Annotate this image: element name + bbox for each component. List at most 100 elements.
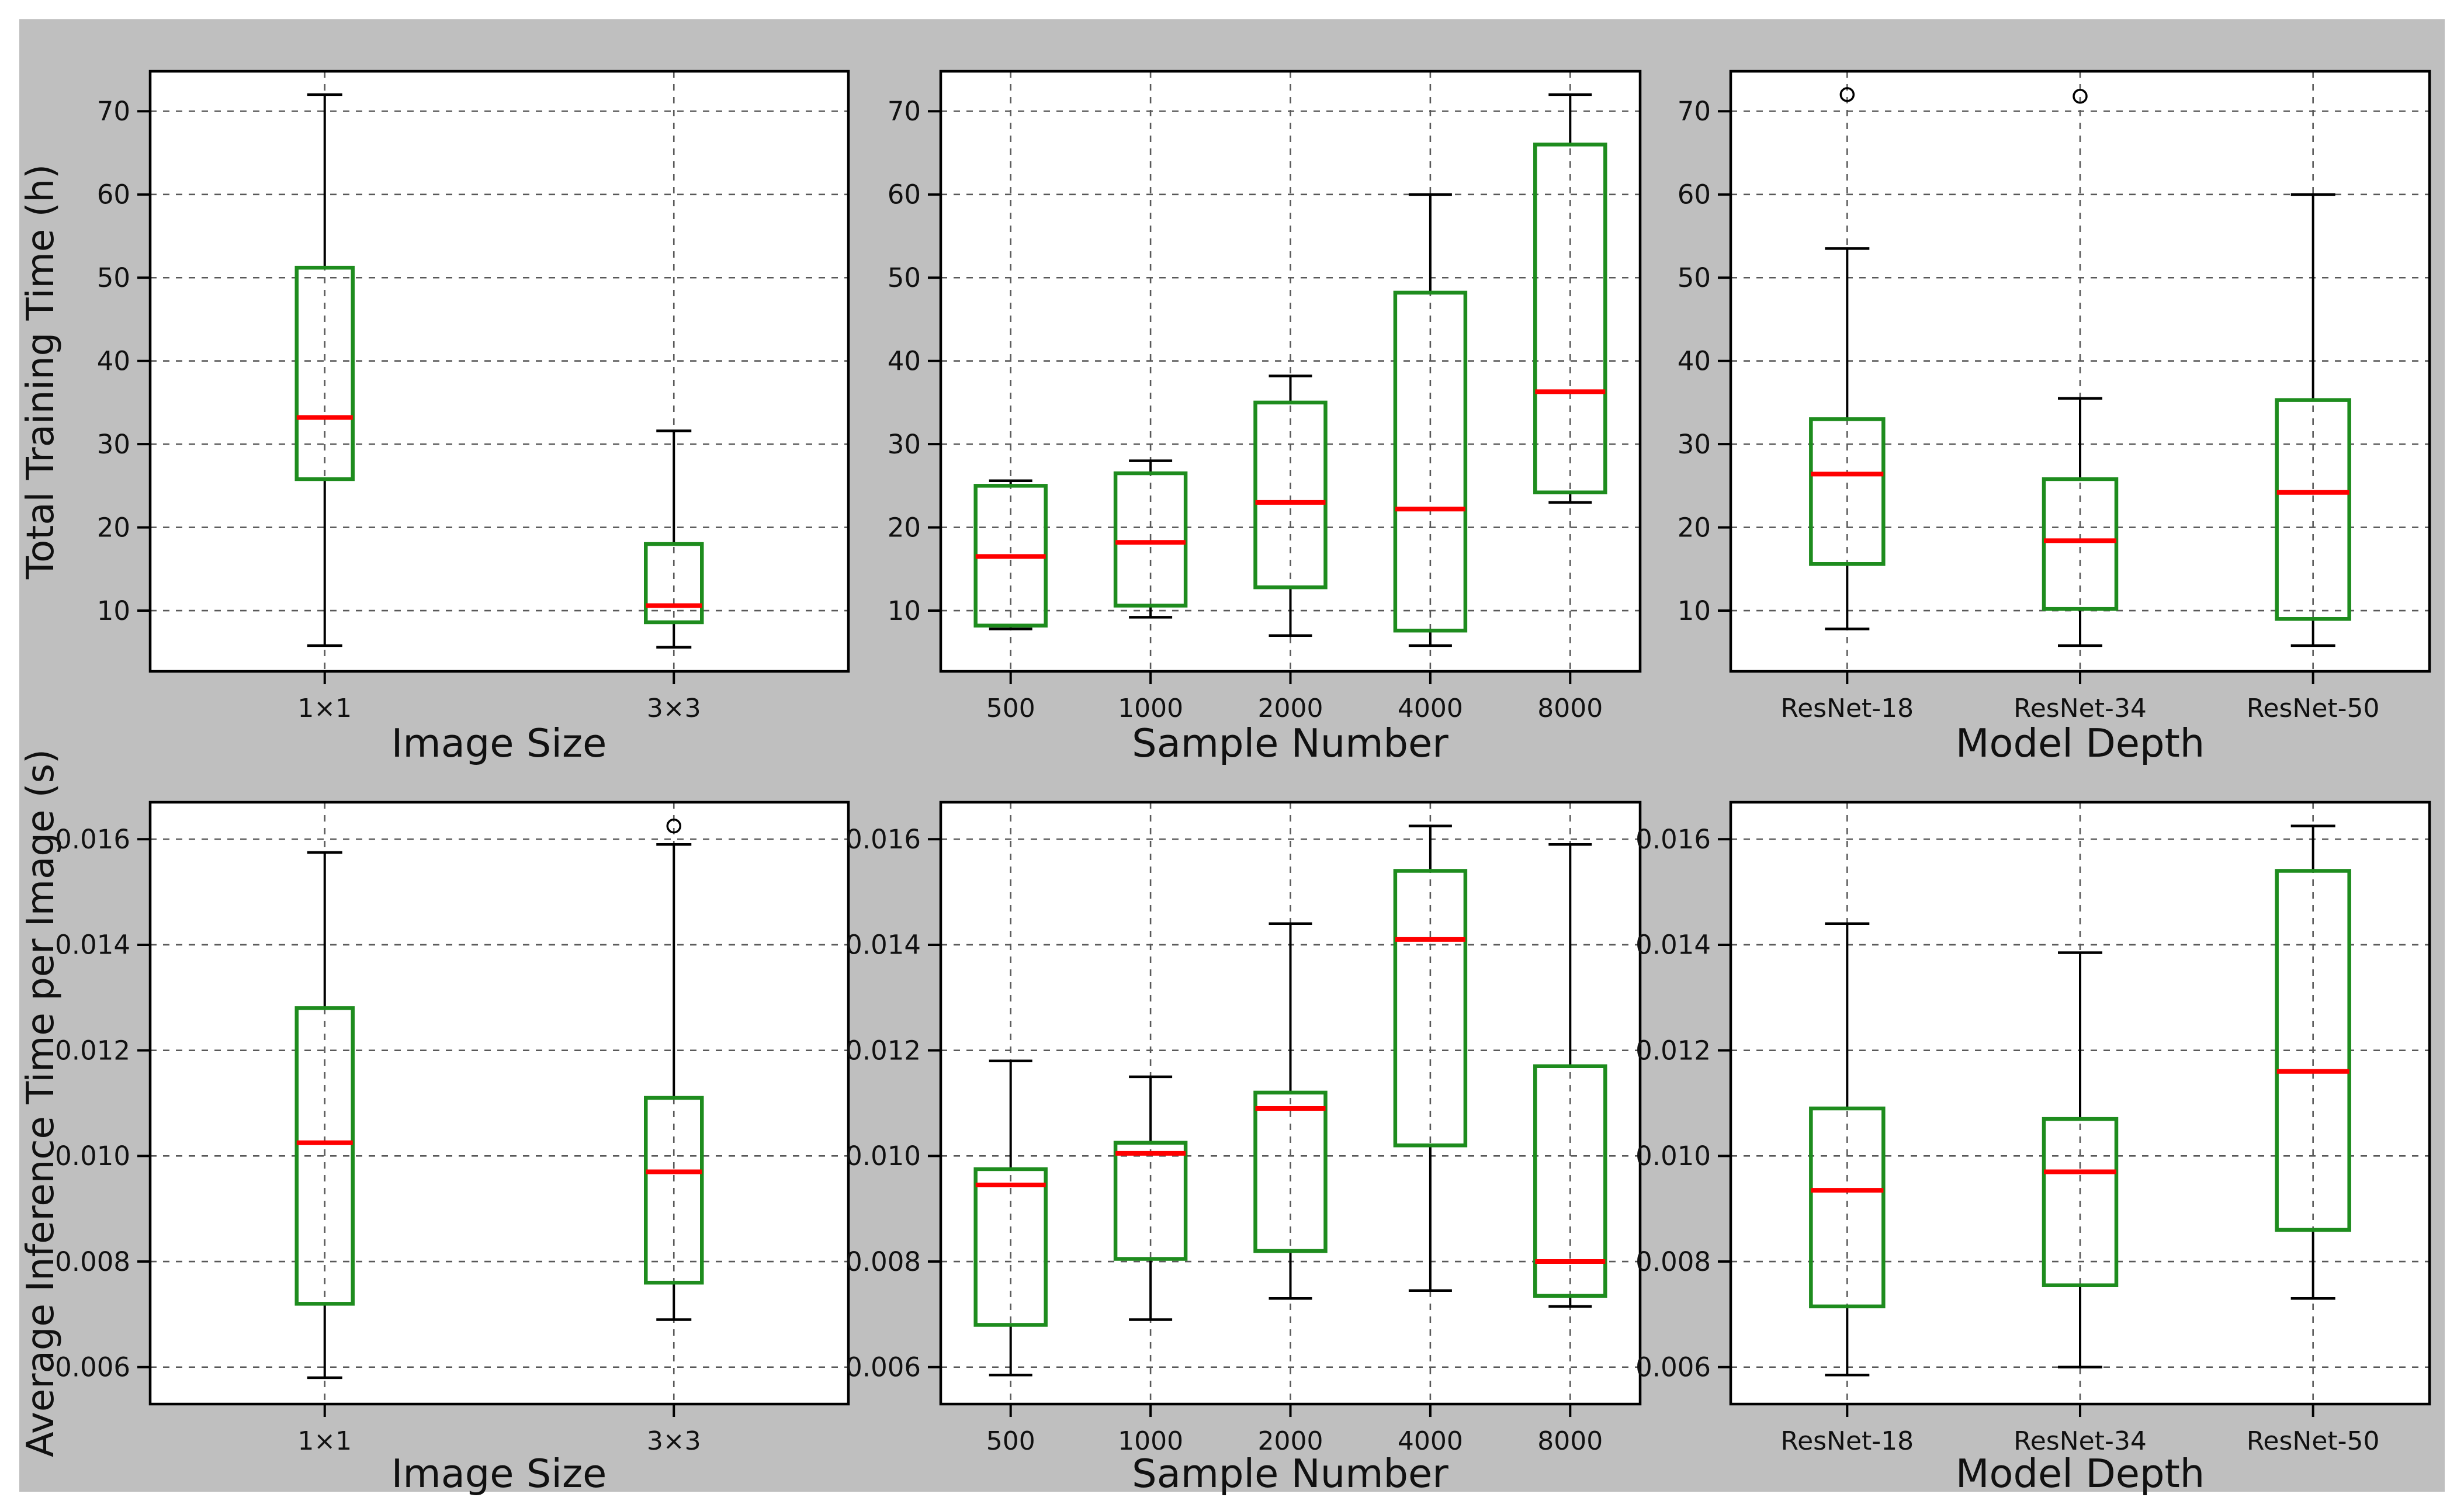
x-tick-label: 1×1 <box>297 1426 352 1456</box>
x-tick-label: 3×3 <box>647 694 701 723</box>
outlier-marker <box>666 818 681 834</box>
y-tick-label: 0.012 <box>55 1035 130 1066</box>
box <box>1809 417 1886 566</box>
box <box>2275 869 2351 1232</box>
box-group <box>1253 375 1328 637</box>
box <box>644 542 704 625</box>
box-group <box>1809 922 1886 1377</box>
y-tick-label: 70 <box>1678 96 1711 127</box>
x-tick-label: 8000 <box>1537 1426 1603 1456</box>
y-tick-label: 0.006 <box>1635 1352 1711 1383</box>
box <box>1809 1106 1886 1309</box>
box-group <box>1393 824 1468 1292</box>
x-tick-label: ResNet-50 <box>2247 1426 2380 1456</box>
y-tick-label: 0.014 <box>845 930 921 961</box>
plot-area <box>150 71 848 671</box>
x-tick-label: ResNet-50 <box>2247 694 2380 723</box>
box-group <box>1533 93 1607 504</box>
y-axis-label: Total Training Time (h) <box>19 164 63 580</box>
subplot-1-2: 0.006 0.008 0.010 0.012 0.014 0.016 ResNet-18 R… <box>1635 800 2431 1456</box>
y-tick-label: 50 <box>97 262 130 293</box>
subplot-0-2: 10 20 30 40 50 60 70 ResNet-18 ResNet-34 ResNet-5… <box>1678 70 2431 723</box>
y-tick-label: 0.006 <box>845 1352 921 1383</box>
y-tick-label: 0.016 <box>845 824 921 855</box>
box-group <box>1253 922 1328 1300</box>
box <box>1393 290 1468 633</box>
x-axis-label: Model Depth <box>1955 1451 2205 1496</box>
x-tick-label: 4000 <box>1398 1426 1463 1456</box>
y-tick-label: 20 <box>97 512 130 543</box>
y-tick-label: 0.010 <box>845 1141 921 1172</box>
box-group <box>2042 88 2119 647</box>
box-group <box>2275 193 2351 647</box>
x-axis-label: Image Size <box>391 720 607 766</box>
box <box>1393 869 1468 1148</box>
box <box>1253 400 1328 590</box>
x-tick-label: 1000 <box>1118 694 1183 723</box>
outlier-marker <box>2073 88 2088 104</box>
box-group <box>973 1059 1048 1377</box>
y-tick-label: 0.014 <box>1635 930 1711 961</box>
subplot-1-1: 0.006 0.008 0.010 0.012 0.014 0.016 500 1000 200… <box>845 800 1642 1456</box>
subplot-1-0: 0.006 0.008 0.010 0.012 0.014 0.016 1×1 3×3 <box>55 800 850 1456</box>
y-tick-label: 60 <box>1678 179 1711 210</box>
box-group <box>294 93 355 647</box>
x-axis-label: Model Depth <box>1955 720 2205 766</box>
box <box>294 265 355 481</box>
y-tick-label: 30 <box>1678 429 1711 460</box>
y-tick-label: 0.012 <box>1635 1035 1711 1066</box>
box-group <box>1809 87 1886 630</box>
box <box>1253 1090 1328 1253</box>
box <box>1113 471 1188 608</box>
y-tick-label: 60 <box>888 179 921 210</box>
y-tick-label: 30 <box>888 429 921 460</box>
plot-frame <box>148 70 850 673</box>
x-tick-label: 500 <box>986 694 1035 723</box>
x-tick-label: ResNet-18 <box>1780 1426 1914 1456</box>
y-tick-label: 50 <box>1678 262 1711 293</box>
box-group <box>1113 1075 1188 1321</box>
y-tick-label: 0.016 <box>55 824 130 855</box>
x-axis-label: Image Size <box>391 1451 607 1496</box>
y-tick-label: 0.016 <box>1635 824 1711 855</box>
box <box>644 1096 704 1285</box>
y-tick-label: 0.014 <box>55 930 130 961</box>
x-tick-label: 4000 <box>1398 694 1463 723</box>
y-tick-label: 70 <box>97 96 130 127</box>
y-tick-label: 10 <box>1678 595 1711 626</box>
box-group <box>1393 193 1468 647</box>
x-tick-label: ResNet-34 <box>2014 694 2147 723</box>
y-tick-label: 0.012 <box>845 1035 921 1066</box>
box <box>973 1167 1048 1327</box>
box <box>1533 143 1607 495</box>
y-tick-label: 0.008 <box>845 1246 921 1277</box>
box-group <box>973 479 1048 630</box>
box-group <box>644 429 704 649</box>
box-group <box>1533 843 1607 1308</box>
y-tick-label: 0.006 <box>55 1352 130 1383</box>
y-tick-label: 10 <box>888 595 921 626</box>
box <box>1533 1064 1607 1298</box>
x-tick-label: 3×3 <box>647 1426 701 1456</box>
y-tick-label: 40 <box>888 345 921 376</box>
outlier-marker <box>1839 87 1855 102</box>
box-group <box>1113 459 1188 619</box>
box-group <box>2042 951 2119 1369</box>
y-tick-label: 30 <box>97 429 130 460</box>
box-group <box>2275 824 2351 1300</box>
x-tick-label: 500 <box>986 1426 1035 1456</box>
plot-area <box>150 802 848 1404</box>
y-tick-label: 40 <box>97 345 130 376</box>
y-tick-label: 20 <box>888 512 921 543</box>
x-tick-label: 2000 <box>1258 1426 1323 1456</box>
y-tick-label: 70 <box>888 96 921 127</box>
subplot-0-0: 10 20 30 40 50 60 70 1×1 3×3 <box>97 70 850 723</box>
x-tick-label: ResNet-34 <box>2014 1426 2147 1456</box>
subplot-0-1: 10 20 30 40 50 60 70 500 1000 2000 4000 8000 <box>888 70 1642 723</box>
plot-frame <box>148 800 850 1406</box>
y-tick-label: 60 <box>97 179 130 210</box>
y-tick-label: 40 <box>1678 345 1711 376</box>
x-axis-label: Sample Number <box>1132 1451 1448 1496</box>
